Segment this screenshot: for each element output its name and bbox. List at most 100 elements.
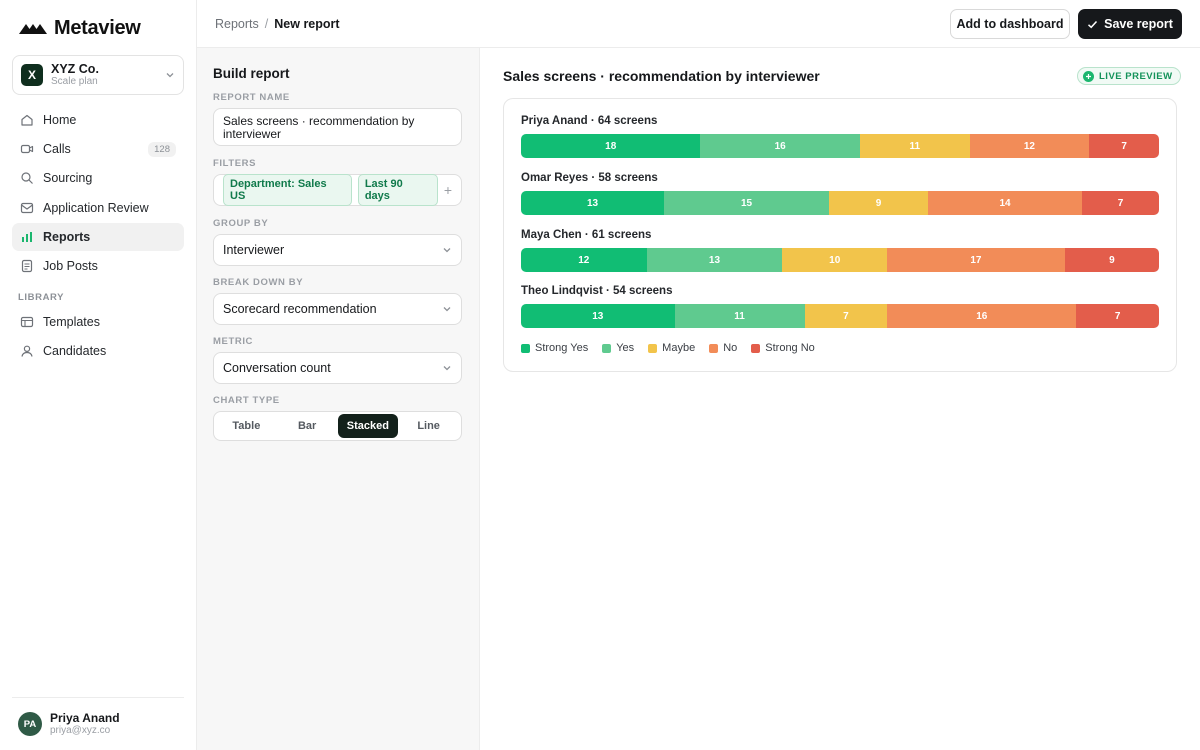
legend-item-no[interactable]: No [709, 342, 737, 354]
sidebar-item-candidates[interactable]: Candidates [12, 337, 184, 365]
sidebar-item-sourcing[interactable]: Sourcing [12, 164, 184, 192]
sidebar-item-home[interactable]: Home [12, 106, 184, 134]
metric-select[interactable]: Conversation count [213, 352, 462, 384]
filter-chip-date-range[interactable]: Last 90 days [357, 174, 438, 206]
bar-segment-no[interactable]: 17 [887, 248, 1065, 272]
group-by-value: Interviewer [223, 243, 285, 257]
bar-segment-strong-no[interactable]: 7 [1089, 134, 1159, 158]
legend-item-yes[interactable]: Yes [602, 342, 634, 354]
chart-card: Strong Yes Yes Maybe No Strong No Priya Anan… [503, 98, 1177, 372]
user-icon [20, 344, 34, 358]
sidebar-item-label: Home [43, 113, 77, 127]
bar-segment-strong-no[interactable]: 7 [1076, 304, 1159, 328]
legend-label: Yes [616, 342, 635, 354]
break-down-label: BREAK DOWN BY [213, 277, 304, 288]
bar-segment-value: 12 [578, 254, 590, 266]
bar-segment-value: 7 [1114, 310, 1121, 322]
calls-count-badge: 128 [148, 141, 176, 157]
chevron-down-icon [443, 307, 451, 312]
sidebar-item-templates[interactable]: Templates [12, 308, 184, 336]
report-name-input[interactable]: Sales screens · recommendation by interv… [213, 108, 462, 146]
breadcrumb-reports-link[interactable]: Reports [215, 17, 259, 31]
builder-title: Build report [213, 66, 290, 81]
filters-label: FILTERS [213, 158, 257, 169]
bar-segment-yes[interactable]: 16 [700, 134, 860, 158]
library-section-label: LIBRARY [18, 292, 65, 303]
save-report-button[interactable]: Save report [1078, 9, 1182, 39]
inbox-icon [20, 201, 34, 215]
bar-segment-strong-yes[interactable]: 12 [521, 248, 647, 272]
breadcrumb: Reports / New report [215, 17, 340, 31]
bar-segment-strong-yes[interactable]: 18 [521, 134, 701, 158]
bar-segment-value: 9 [875, 197, 882, 209]
top-bar: Reports / New report Add to dashboard Sa… [197, 0, 1200, 48]
bar-segment-strong-yes[interactable]: 13 [521, 304, 675, 328]
bar-segment-yes[interactable]: 11 [674, 304, 805, 328]
org-badge: X [21, 64, 43, 86]
filters-field: Department: Sales US Last 90 days + [213, 174, 462, 206]
add-filter-icon[interactable]: + [443, 182, 452, 198]
sidebar-item-label: Job Posts [43, 258, 98, 273]
check-icon [1088, 20, 1098, 28]
breadcrumb-separator: / [264, 17, 269, 31]
chart-type-table[interactable]: Table [232, 420, 261, 432]
user-profile[interactable]: PA Priya Anand priya@xyz.co [12, 697, 184, 750]
bar-segment-value: 16 [976, 310, 988, 322]
add-to-dashboard-button[interactable]: Add to dashboard [950, 9, 1070, 39]
legend-swatch [602, 343, 612, 353]
bar-segment-strong-no[interactable]: 9 [1064, 248, 1159, 272]
bar-segment-no[interactable]: 16 [887, 304, 1077, 328]
video-icon [20, 142, 34, 156]
break-down-value: Scorecard recommendation [223, 302, 377, 316]
chevron-down-icon [443, 366, 451, 371]
report-name-label: REPORT NAME [213, 92, 290, 103]
sidebar-item-label: Reports [43, 229, 91, 244]
bar-segment-value: 11 [909, 140, 921, 152]
bar-segment-maybe[interactable]: 9 [829, 191, 928, 215]
legend-item-strong-yes[interactable]: Strong Yes [521, 342, 588, 354]
chart-type-label: CHART TYPE [213, 395, 280, 406]
chart-type-stacked[interactable]: Stacked [337, 414, 399, 438]
chart-type-bar[interactable]: Bar [297, 420, 317, 432]
save-report-label: Save report [1104, 17, 1173, 31]
bar-segment-no[interactable]: 12 [969, 134, 1090, 158]
preview-title: Sales screens · recommendation by interv… [503, 68, 820, 84]
sidebar-item-reports[interactable]: Reports [12, 222, 184, 251]
sidebar-item-job-posts[interactable]: Job Posts [12, 252, 184, 280]
bar-segment-strong-no[interactable]: 7 [1082, 191, 1159, 215]
stacked-bar[interactable]: 13 11 7 16 7 [521, 304, 1159, 328]
stacked-bar[interactable]: 12 13 10 17 9 [521, 248, 1159, 272]
bar-segment-yes[interactable]: 13 [646, 248, 783, 272]
stacked-bar[interactable]: 13 15 9 14 7 [521, 191, 1159, 215]
user-name: Priya Anand [50, 710, 120, 725]
sidebar-item-application-review[interactable]: Application Review [12, 194, 184, 222]
group-by-label: GROUP BY [213, 218, 269, 229]
legend-label: Maybe [662, 342, 696, 354]
chart-type-toggle: Table Bar Stacked Line [213, 411, 462, 441]
legend-item-strong-no[interactable]: Strong No [751, 342, 815, 354]
bar-segment-strong-yes[interactable]: 13 [521, 191, 664, 215]
bar-chart-icon [20, 230, 34, 244]
filter-chip-department[interactable]: Department: Sales US [223, 174, 352, 206]
group-by-select[interactable]: Interviewer [213, 234, 462, 266]
chart-type-line[interactable]: Line [417, 420, 440, 432]
bar-segment-value: 15 [740, 197, 753, 209]
sidebar-item-calls[interactable]: Calls 128 [12, 135, 184, 163]
bar-segment-maybe[interactable]: 11 [859, 134, 970, 158]
chevron-down-icon [166, 73, 174, 78]
bar-segment-no[interactable]: 14 [928, 191, 1082, 215]
org-name: XYZ Co. [51, 62, 99, 76]
bar-segment-value: 11 [734, 310, 745, 322]
bar-segment-yes[interactable]: 15 [664, 191, 829, 215]
break-down-select[interactable]: Scorecard recommendation [213, 293, 462, 325]
bar-segment-maybe[interactable]: 10 [782, 248, 888, 272]
legend-swatch [751, 343, 761, 353]
stacked-bar[interactable]: 18 16 11 12 7 [521, 134, 1159, 158]
main-nav: Home Calls 128 Sourcing Application Revi… [12, 106, 184, 281]
bar-segment-maybe[interactable]: 7 [804, 304, 888, 328]
org-switcher[interactable]: X XYZ Co. Scale plan [12, 55, 184, 95]
bar-row-label: Maya Chen · 61 screens [521, 229, 652, 241]
legend-item-maybe[interactable]: Maybe [648, 342, 695, 354]
app-logo[interactable]: Metaview [18, 16, 141, 40]
layout-icon [20, 315, 34, 329]
